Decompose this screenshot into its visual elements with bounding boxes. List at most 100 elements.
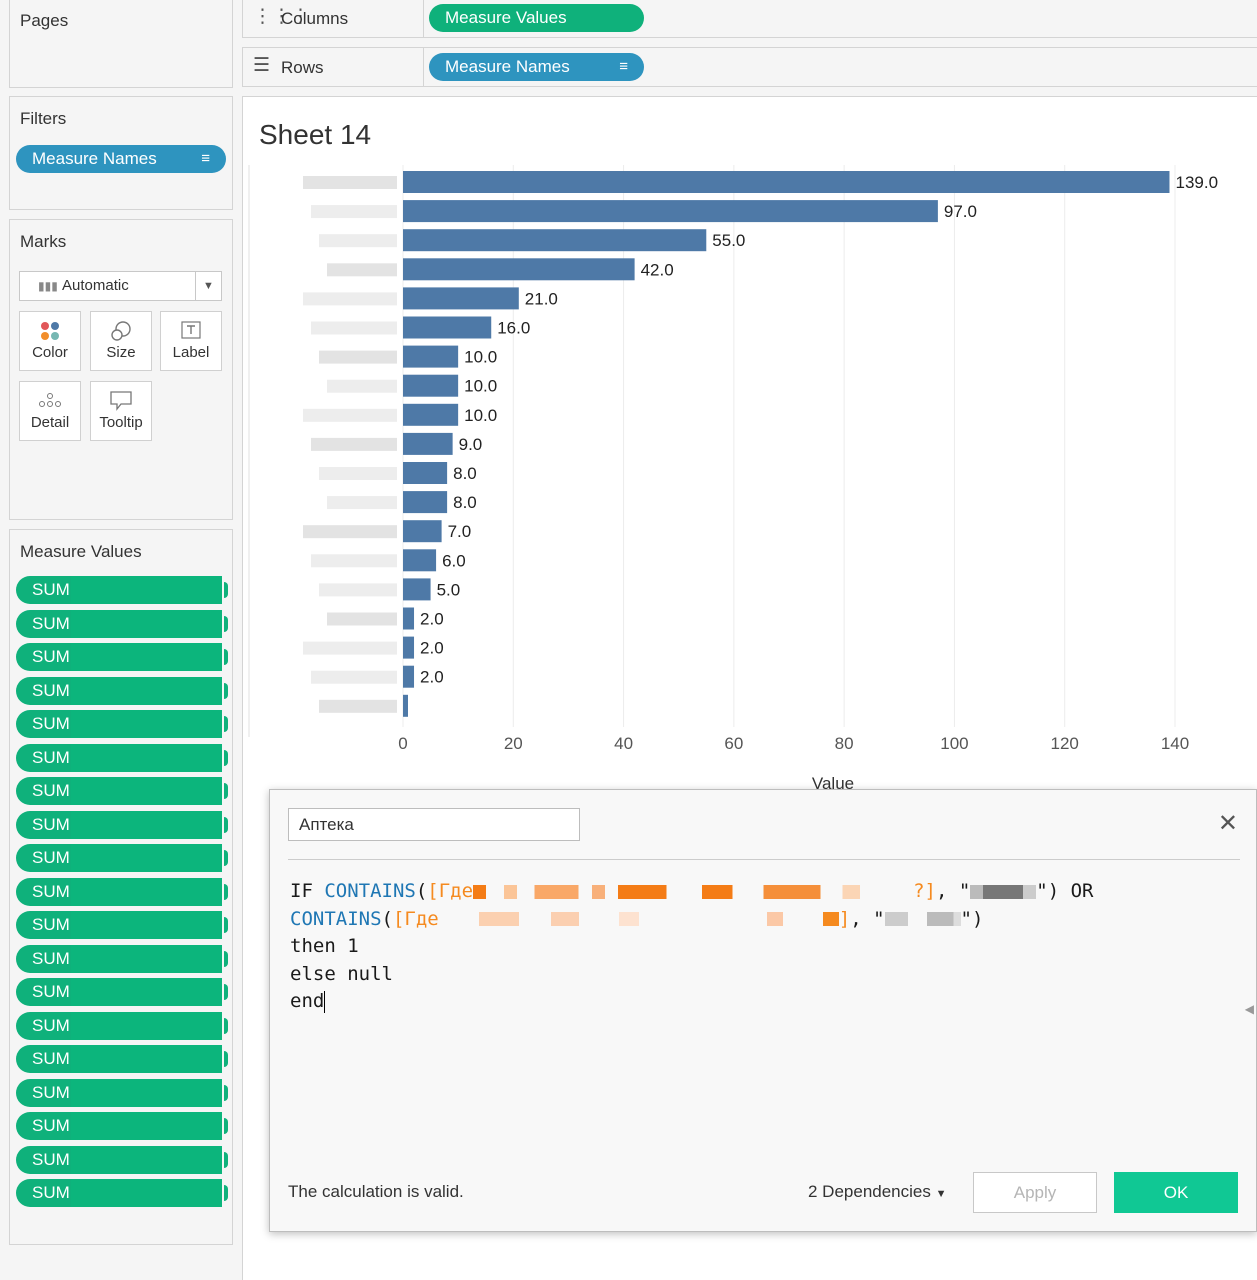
redacted-category-label <box>319 583 397 597</box>
measure-value-pill[interactable]: SUM <box>16 576 228 604</box>
measure-value-pill[interactable]: SUM <box>16 911 228 939</box>
rows-icon: ☰ <box>253 55 271 76</box>
calculation-name-input[interactable]: Аптека <box>288 808 580 841</box>
measure-value-label: SUM <box>16 810 76 839</box>
color-icon <box>20 312 80 344</box>
redacted-block <box>71 810 222 839</box>
redacted-block <box>71 1112 222 1140</box>
redacted-block <box>71 944 222 973</box>
marks-size-button[interactable]: Size <box>90 311 152 371</box>
bar <box>403 694 408 717</box>
measure-value-pill[interactable]: SUM <box>16 978 228 1006</box>
label-icon <box>161 312 221 344</box>
data-label: 10.0 <box>464 348 497 367</box>
measure-value-pill[interactable]: SUM <box>16 877 228 906</box>
pill-end <box>224 950 228 967</box>
measure-value-pill[interactable]: SUM <box>16 1179 228 1207</box>
marks-title: Marks <box>20 232 67 251</box>
bar-chart-icon: ▮▮▮ <box>38 279 58 293</box>
marks-color-button[interactable]: Color <box>19 311 81 371</box>
bar <box>403 374 459 397</box>
redacted-block <box>71 1145 222 1174</box>
sort-icon[interactable]: ≡ <box>619 58 628 75</box>
bar <box>403 229 707 252</box>
data-label: 55.0 <box>712 231 745 250</box>
redacted-block <box>473 884 914 899</box>
code-fn: CONTAINS <box>290 907 382 930</box>
data-label: 6.0 <box>442 551 466 570</box>
redacted-category-label <box>327 496 397 510</box>
measure-value-pill[interactable]: SUM <box>16 1045 228 1073</box>
formula-editor[interactable]: IF CONTAINS([Где?], " ") OR CONTAINS([Где… <box>290 878 1230 1016</box>
redacted-block <box>970 884 1037 899</box>
measure-value-pill[interactable]: SUM <box>16 1078 228 1107</box>
measure-value-pill[interactable]: SUM <box>16 844 228 872</box>
redacted-block <box>71 1078 222 1107</box>
pill-end <box>224 615 228 632</box>
redacted-block <box>71 911 222 939</box>
x-axis-label: Value <box>812 774 854 793</box>
marks-detail-button[interactable]: Detail <box>19 381 81 441</box>
bar <box>403 316 492 339</box>
collapse-arrow-icon[interactable]: ◀ <box>1244 1002 1254 1016</box>
measure-value-pill[interactable]: SUM <box>16 743 228 772</box>
redacted-category-label <box>311 554 397 568</box>
marks-detail-label: Detail <box>30 414 70 431</box>
pill-end <box>224 917 228 933</box>
bar <box>403 200 938 223</box>
close-icon[interactable]: ✕ <box>1217 810 1238 837</box>
ok-button[interactable]: OK <box>1114 1172 1238 1213</box>
apply-button[interactable]: Apply <box>973 1172 1097 1213</box>
rows-pill-measure-names[interactable]: Measure Names ≡ <box>429 53 644 81</box>
calculation-dialog: Аптека ✕ IF CONTAINS([Где?], " ") OR CONT… <box>269 789 1257 1232</box>
marks-tooltip-button[interactable]: Tooltip <box>90 381 152 441</box>
pill-end <box>224 1151 228 1168</box>
measure-value-pill[interactable]: SUM <box>16 609 228 638</box>
dialog-separator <box>288 859 1240 860</box>
measure-value-label: SUM <box>16 978 76 1006</box>
data-label: 8.0 <box>453 493 477 512</box>
measure-value-pill[interactable]: SUM <box>16 643 228 671</box>
sort-icon[interactable]: ≡ <box>201 150 210 167</box>
data-label: 10.0 <box>464 377 497 396</box>
measure-value-pill[interactable]: SUM <box>16 810 228 839</box>
code-if: IF <box>290 880 325 902</box>
columns-pill-measure-values[interactable]: Measure Values <box>429 4 644 32</box>
redacted-block <box>71 609 222 638</box>
measure-value-pill[interactable]: SUM <box>16 1112 228 1140</box>
chevron-down-icon[interactable]: ▼ <box>195 272 221 300</box>
bar <box>403 520 442 543</box>
measure-value-label: SUM <box>16 676 76 705</box>
validation-status: The calculation is valid. <box>288 1182 464 1201</box>
bar <box>403 462 448 484</box>
marks-label-button[interactable]: Label <box>160 311 222 371</box>
filter-pill-measure-names[interactable]: Measure Names ≡ <box>16 145 226 173</box>
measure-value-pill[interactable]: SUM <box>16 676 228 705</box>
measure-value-pill[interactable]: SUM <box>16 1011 228 1040</box>
data-label: 5.0 <box>437 580 461 599</box>
measure-value-pill[interactable]: SUM <box>16 944 228 973</box>
redacted-block <box>71 978 222 1006</box>
measure-value-pill[interactable]: SUM <box>16 777 228 805</box>
mark-type-dropdown[interactable]: ▮▮▮ Automatic ▼ <box>19 271 222 301</box>
measure-value-pill[interactable]: SUM <box>16 1145 228 1174</box>
code-paren: ( <box>415 880 428 902</box>
measure-value-pill[interactable]: SUM <box>16 710 228 738</box>
rows-label: Rows <box>281 58 324 77</box>
data-label: 42.0 <box>641 260 674 279</box>
code-field: [Где <box>392 907 439 930</box>
measure-value-label: SUM <box>16 1078 76 1107</box>
bar <box>403 549 437 572</box>
bar <box>403 403 459 426</box>
redacted-category-label <box>319 467 397 480</box>
pill-end <box>224 582 228 598</box>
bar <box>403 432 453 455</box>
dependencies-dropdown[interactable]: 2 Dependencies ▼ <box>808 1182 947 1202</box>
code-comma: , " <box>850 907 885 930</box>
x-tick-label: 100 <box>940 734 968 753</box>
measure-value-label: SUM <box>16 743 76 772</box>
redacted-block <box>71 643 222 671</box>
redacted-block <box>71 676 222 705</box>
x-tick-label: 40 <box>614 734 633 753</box>
data-label: 139.0 <box>1175 173 1218 192</box>
